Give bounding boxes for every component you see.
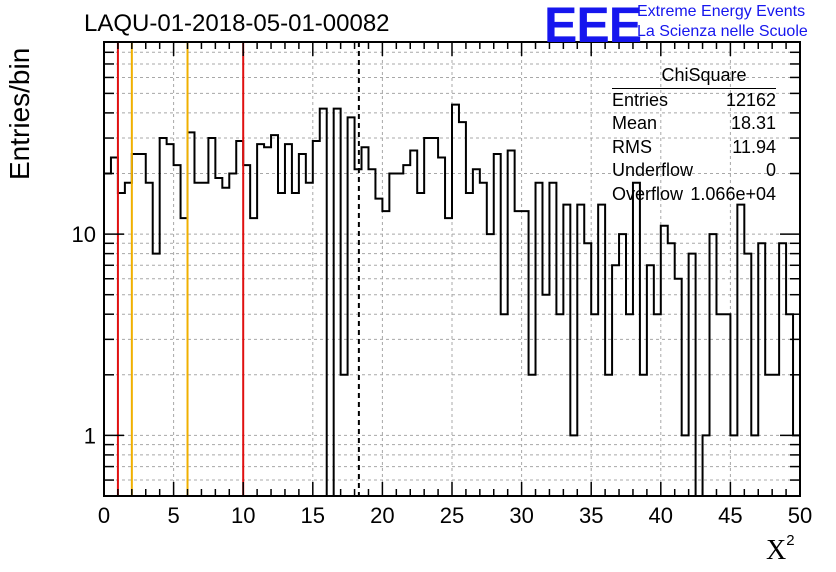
stats-row-mean: Mean 18.31 [612,112,776,136]
x-tick-label: 5 [167,503,179,528]
x-axis-label-main: X [766,535,787,566]
stats-label: RMS [612,136,652,157]
x-tick-label: 35 [579,503,603,528]
y-axis-label: Entries/bin [4,47,35,180]
x-tick-label: 10 [231,503,255,528]
x-tick-label: 40 [649,503,673,528]
stats-row-overflow: Overflow 1.066e+04 [612,183,776,207]
stats-title: ChiSquare [612,64,776,89]
marker-lines [116,42,360,496]
stats-label: Overflow [612,183,684,204]
stats-row-underflow: Underflow 0 [612,159,776,183]
y-tick-label: 10 [72,222,96,247]
stats-value: 11.94 [732,136,776,157]
stats-label: Entries [612,89,669,110]
stats-value: 1.066e+04 [690,183,776,204]
histogram-series [104,103,800,496]
y-tick-label: 1 [84,423,96,448]
x-tick-label: 30 [509,503,533,528]
stats-label: Underflow [612,160,694,180]
stats-label: Mean [612,113,658,133]
chart-title: LAQU-01-2018-05-01-00082 [84,10,390,37]
x-tick-label: 45 [718,503,742,528]
x-tick-label: 20 [370,503,394,528]
logo-line-1: Extreme Energy Events [637,3,806,20]
stats-row-rms: RMS 11.94 [612,136,776,160]
stats-box: ChiSquare Entries 12162 Mean 18.31 RMS 11.9… [612,64,776,206]
stats-value: 0 [765,160,776,180]
x-axis-label: X2 [766,532,795,567]
stats-value: 12162 [725,89,776,110]
x-axis-label-superscript: 2 [786,532,795,549]
logo-line-2: La Scienza nelle Scuole [637,23,808,40]
stats-value: 18.31 [730,113,776,133]
histogram-step-line [104,103,800,496]
x-tick-label: 15 [301,503,325,528]
x-tick-label: 25 [440,503,464,528]
axis-ticks: 0 5 10 15 20 25 30 35 40 45 50 1 10 [72,42,812,528]
stats-row-entries: Entries 12162 [612,89,776,113]
x-tick-label: 50 [788,503,812,528]
x-tick-label: 0 [98,503,110,528]
logo-mark: EEE [544,0,642,53]
